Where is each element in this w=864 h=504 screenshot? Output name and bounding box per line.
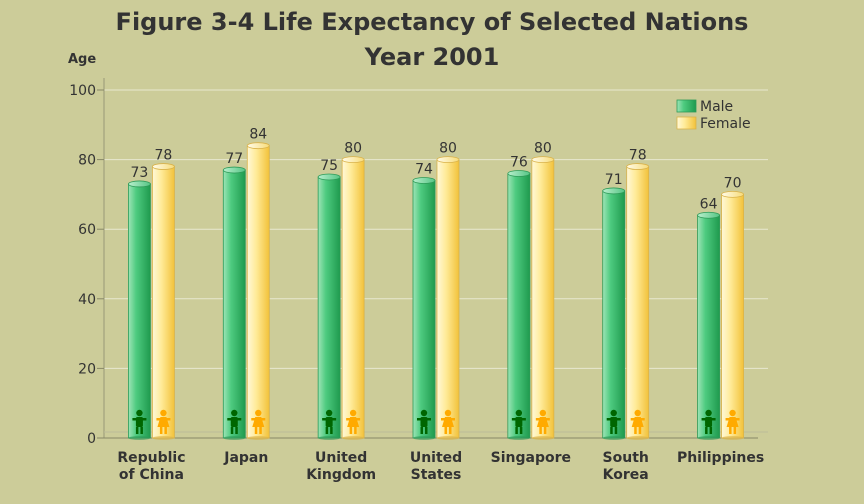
bar-male	[317, 173, 341, 440]
male-figure-icon	[132, 409, 147, 434]
y-tick-label: 60	[78, 222, 96, 238]
chart-subtitle: Year 2001	[364, 43, 500, 71]
x-axis-labels: Republic of China Japan United Kingdom United…	[117, 450, 764, 483]
y-tick-label: 80	[78, 153, 96, 169]
gridlines	[104, 89, 768, 369]
data-label: 78	[629, 148, 647, 164]
data-label: 80	[344, 141, 362, 157]
bar-female	[436, 156, 460, 440]
x-tick-label: South Korea	[603, 450, 649, 483]
x-tick-label: United Kingdom	[306, 450, 376, 483]
female-figure-icon	[535, 409, 550, 434]
bar-female	[721, 190, 744, 440]
x-tick-label: Philippines	[677, 450, 764, 466]
bar-male	[222, 166, 246, 440]
data-label: 84	[249, 127, 267, 143]
y-axis-ticks: 0 20 40 60 80 100	[69, 83, 104, 447]
x-tick-label: United States	[410, 450, 462, 483]
data-label: 76	[510, 155, 528, 171]
bar-female	[341, 156, 365, 440]
male-figure-icon	[606, 409, 621, 434]
female-figure-icon	[251, 409, 266, 434]
legend-item-male: Male	[676, 99, 733, 115]
data-label: 77	[225, 151, 243, 167]
male-figure-icon	[227, 409, 242, 434]
x-tick-label: Singapore	[491, 450, 571, 466]
female-figure-icon	[441, 409, 455, 434]
x-tick-label: Republic of China	[117, 450, 185, 483]
male-figure-icon	[701, 409, 716, 434]
bar-female	[152, 163, 175, 440]
bar-male	[128, 180, 151, 440]
bar-male	[697, 211, 720, 440]
male-figure-icon	[511, 409, 526, 434]
bar-female	[531, 156, 555, 440]
female-figure-icon	[156, 409, 171, 434]
y-tick-label: 40	[78, 292, 96, 308]
bar-male	[507, 170, 531, 440]
data-label: 70	[724, 175, 742, 191]
data-label: 64	[700, 196, 718, 212]
data-label: 73	[131, 165, 149, 181]
legend-swatch	[676, 116, 697, 130]
bar-male	[602, 187, 626, 440]
data-label: 74	[415, 161, 433, 177]
female-figure-icon	[630, 409, 645, 434]
female-figure-icon	[346, 409, 361, 434]
data-label: 71	[605, 172, 623, 188]
y-tick-label: 0	[87, 431, 96, 447]
y-axis-label: Age	[68, 52, 96, 67]
x-tick-label: Japan	[223, 450, 268, 466]
bar-male	[412, 177, 436, 440]
legend-item-female: Female	[676, 116, 751, 132]
male-figure-icon	[417, 409, 431, 434]
bars: 73 78 77 84 75 80 74 80 76 80 71 78 64 70	[128, 127, 744, 440]
legend-label: Female	[700, 116, 751, 132]
data-label: 78	[155, 148, 173, 164]
legend-label: Male	[700, 99, 733, 115]
data-label: 75	[320, 158, 338, 174]
legend-swatch	[676, 99, 697, 113]
female-figure-icon	[725, 409, 740, 434]
bar-female	[626, 163, 650, 440]
chart-title: Figure 3-4 Life Expectancy of Selected N…	[115, 8, 749, 36]
y-tick-label: 100	[69, 83, 96, 99]
y-tick-label: 20	[78, 361, 96, 377]
bar-female	[246, 142, 270, 440]
data-label: 80	[439, 141, 457, 157]
male-figure-icon	[322, 409, 337, 434]
data-label: 80	[534, 141, 552, 157]
